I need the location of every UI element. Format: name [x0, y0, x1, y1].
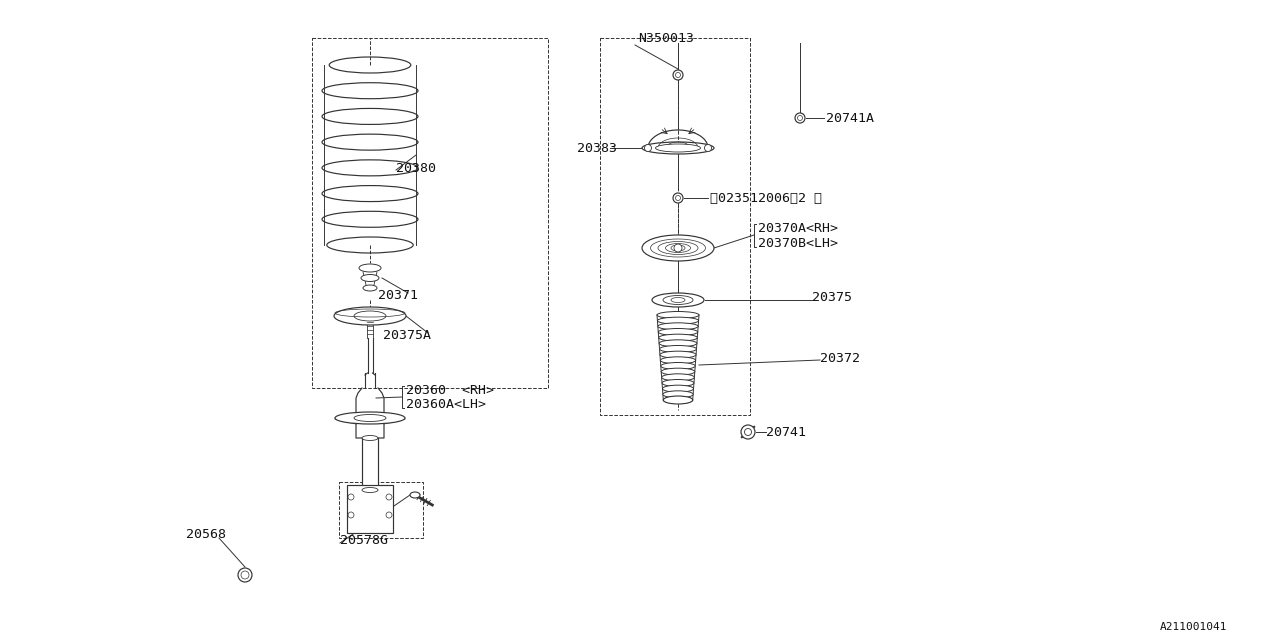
Ellipse shape	[335, 412, 404, 424]
Ellipse shape	[652, 293, 704, 307]
Text: 20375A: 20375A	[383, 328, 431, 342]
Ellipse shape	[663, 391, 694, 398]
Ellipse shape	[410, 492, 420, 498]
Text: 20380: 20380	[396, 161, 436, 175]
Text: 20741A: 20741A	[826, 111, 874, 125]
Ellipse shape	[334, 307, 406, 325]
Ellipse shape	[362, 435, 378, 440]
Ellipse shape	[655, 144, 700, 152]
Ellipse shape	[662, 374, 694, 381]
Circle shape	[741, 425, 755, 439]
Ellipse shape	[643, 235, 714, 261]
Text: 20371: 20371	[378, 289, 419, 301]
Ellipse shape	[666, 243, 690, 253]
Ellipse shape	[658, 317, 699, 324]
Ellipse shape	[355, 311, 387, 321]
Text: 20372: 20372	[820, 351, 860, 365]
Text: 20360A<LH>: 20360A<LH>	[406, 397, 486, 410]
Ellipse shape	[660, 351, 696, 358]
Ellipse shape	[662, 368, 695, 375]
Text: 20375: 20375	[812, 291, 852, 303]
Ellipse shape	[659, 346, 696, 353]
Ellipse shape	[643, 142, 714, 154]
Text: A211001041: A211001041	[1160, 622, 1228, 632]
Ellipse shape	[658, 323, 698, 330]
Ellipse shape	[671, 245, 685, 251]
Circle shape	[673, 193, 684, 203]
Circle shape	[673, 70, 684, 80]
Bar	[347, 485, 393, 533]
Text: ⓝ023512006（2 ）: ⓝ023512006（2 ）	[710, 191, 822, 205]
Text: N350013: N350013	[637, 31, 694, 45]
Text: 20370B<LH>: 20370B<LH>	[758, 237, 838, 250]
Ellipse shape	[658, 241, 698, 255]
Ellipse shape	[671, 298, 685, 303]
Ellipse shape	[663, 397, 692, 403]
Text: 20360  <RH>: 20360 <RH>	[406, 383, 494, 397]
Circle shape	[238, 568, 252, 582]
Circle shape	[645, 145, 652, 152]
Ellipse shape	[659, 340, 696, 347]
Circle shape	[795, 113, 805, 123]
Circle shape	[704, 145, 712, 152]
Text: 20383: 20383	[577, 141, 617, 154]
Ellipse shape	[657, 312, 699, 319]
Ellipse shape	[663, 396, 692, 404]
Ellipse shape	[361, 275, 379, 282]
Ellipse shape	[660, 357, 695, 364]
Ellipse shape	[364, 285, 378, 291]
Ellipse shape	[362, 488, 378, 493]
Ellipse shape	[663, 385, 694, 392]
Ellipse shape	[660, 362, 695, 369]
Text: 20578G: 20578G	[340, 534, 388, 547]
Ellipse shape	[663, 296, 692, 305]
Ellipse shape	[355, 415, 387, 422]
Ellipse shape	[658, 328, 698, 335]
Ellipse shape	[662, 380, 694, 387]
Text: 20370A<RH>: 20370A<RH>	[758, 221, 838, 234]
Text: 20568: 20568	[186, 529, 227, 541]
Ellipse shape	[650, 239, 705, 257]
Ellipse shape	[358, 264, 381, 272]
Ellipse shape	[659, 334, 698, 341]
Circle shape	[675, 244, 682, 252]
Text: 20741: 20741	[765, 426, 806, 438]
Bar	[362, 438, 378, 490]
